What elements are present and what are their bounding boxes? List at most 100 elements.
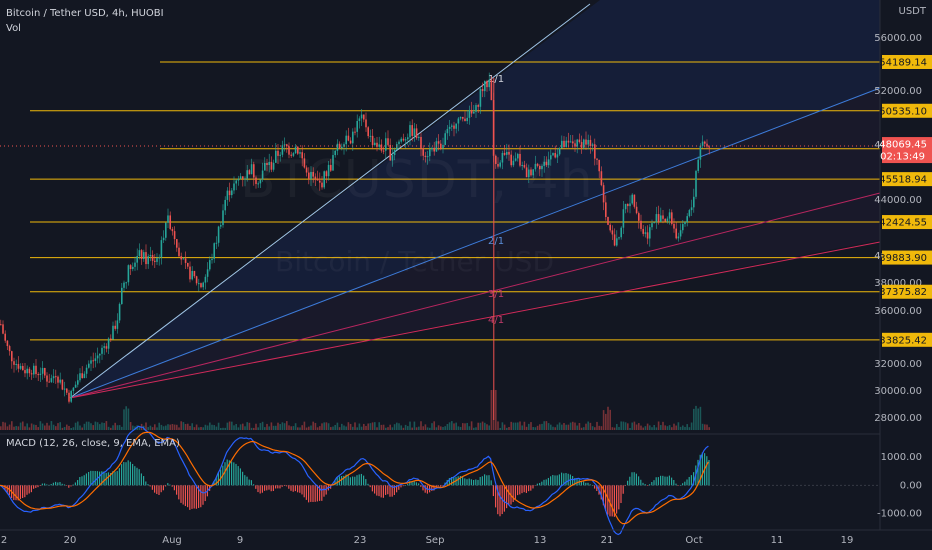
volume-bar bbox=[572, 421, 574, 430]
candle-body bbox=[147, 256, 149, 265]
macd-histogram-bar bbox=[358, 474, 360, 486]
volume-bar bbox=[422, 426, 424, 430]
candle-body bbox=[517, 153, 519, 159]
volume-bar bbox=[424, 424, 427, 430]
candle-body bbox=[407, 137, 409, 140]
level-tag-label: 33825.42 bbox=[879, 335, 927, 346]
candle-body bbox=[662, 215, 664, 219]
macd-histogram-bar bbox=[457, 476, 459, 486]
volume-bar bbox=[33, 424, 35, 430]
macd-histogram-bar bbox=[30, 485, 32, 493]
macd-histogram-bar bbox=[611, 485, 613, 517]
volume-bar bbox=[19, 422, 22, 430]
macd-histogram-bar bbox=[310, 485, 312, 502]
macd-histogram-bar bbox=[418, 483, 420, 486]
macd-histogram-bar bbox=[127, 460, 129, 486]
candle-body bbox=[668, 212, 671, 219]
candle-body bbox=[514, 158, 517, 161]
volume-bar bbox=[385, 427, 387, 430]
macd-histogram-bar bbox=[585, 482, 587, 486]
macd-histogram-bar bbox=[114, 471, 116, 486]
candle-body bbox=[547, 159, 550, 166]
candle-body bbox=[204, 276, 207, 283]
candle-body bbox=[506, 151, 508, 155]
price-axis[interactable]: 56000.0052000.0048000.0044000.0040000.00… bbox=[874, 0, 932, 424]
candle-body bbox=[633, 194, 636, 207]
candle-body bbox=[149, 254, 152, 257]
candle-body bbox=[255, 177, 257, 184]
macd-histogram-bar bbox=[169, 484, 171, 486]
macd-histogram-bar bbox=[22, 485, 24, 499]
candle-body bbox=[94, 358, 97, 361]
volume-label[interactable]: Vol bbox=[6, 23, 21, 34]
candle-body bbox=[17, 363, 20, 369]
candle-body bbox=[209, 260, 211, 270]
volume-bar bbox=[701, 423, 704, 430]
volume-bar bbox=[503, 424, 506, 430]
volume-bar bbox=[387, 427, 389, 430]
volume-bar bbox=[110, 427, 112, 430]
candle-body bbox=[136, 256, 138, 263]
candle-body bbox=[79, 373, 81, 381]
macd-histogram-bar bbox=[244, 475, 246, 486]
volume-bar bbox=[321, 423, 323, 430]
macd-histogram-bar bbox=[587, 482, 589, 486]
candle-body bbox=[420, 136, 422, 149]
time-axis[interactable]: 2 20 Aug 9 23 Sep 13 21 Oct 11 19 bbox=[1, 535, 854, 546]
candle-body bbox=[627, 203, 629, 207]
candle-body bbox=[55, 376, 57, 378]
volume-bar bbox=[682, 425, 684, 430]
macd-histogram-bar bbox=[528, 485, 530, 492]
candlesticks bbox=[0, 72, 710, 420]
candle-body bbox=[580, 142, 583, 148]
volume-bar bbox=[420, 421, 422, 430]
candle-body bbox=[521, 165, 523, 167]
volume-bar bbox=[6, 426, 9, 430]
candle-body bbox=[356, 121, 358, 132]
macd-histogram-bar bbox=[488, 475, 490, 486]
price-tick-label: 44000.00 bbox=[874, 195, 922, 206]
candle-body bbox=[114, 325, 116, 329]
candle-body bbox=[609, 224, 611, 231]
volume-bar bbox=[391, 427, 394, 430]
volume-bar bbox=[156, 427, 158, 430]
candle-body bbox=[2, 324, 4, 334]
currency-unit[interactable]: USDT bbox=[898, 6, 926, 17]
macd-histogram-bar bbox=[532, 485, 534, 489]
level-tag: 45518.94 bbox=[879, 172, 932, 187]
macd-histogram-bar bbox=[402, 485, 404, 487]
symbol-title[interactable]: Bitcoin / Tether USD, 4h, HUOBI bbox=[6, 8, 164, 19]
candle-body bbox=[193, 270, 196, 277]
volume-bar bbox=[662, 421, 664, 430]
macd-legend[interactable]: MACD (12, 26, close, 9, EMA, EMA) bbox=[6, 438, 180, 449]
volume-bar bbox=[644, 426, 647, 430]
volume-bar bbox=[50, 421, 53, 430]
level-tag-box bbox=[882, 103, 932, 118]
macd-histogram-bar bbox=[46, 484, 48, 486]
volume-bar bbox=[264, 427, 266, 430]
macd-histogram-bar bbox=[312, 485, 314, 502]
macd-histogram-bar bbox=[266, 485, 268, 491]
volume-bar bbox=[28, 427, 31, 430]
macd-histogram-bar bbox=[204, 485, 206, 502]
volume-bar bbox=[488, 425, 490, 430]
volume-bar bbox=[481, 421, 484, 430]
macd-pane bbox=[0, 425, 880, 536]
volume-bar bbox=[191, 423, 193, 430]
candle-body bbox=[631, 194, 633, 204]
macd-histogram-bar bbox=[88, 471, 90, 486]
candle-body bbox=[695, 170, 697, 197]
candle-body bbox=[253, 164, 255, 178]
candle-body bbox=[503, 152, 506, 155]
candle-body bbox=[426, 156, 429, 158]
candle-body bbox=[512, 160, 515, 166]
candle-body bbox=[44, 367, 46, 376]
macd-histogram-bar bbox=[48, 484, 50, 486]
fan-line-1x1 bbox=[69, 3, 591, 399]
candle-body bbox=[576, 139, 578, 147]
candle-body bbox=[589, 139, 592, 147]
volume-bar bbox=[631, 422, 633, 430]
volume-bar bbox=[563, 423, 565, 430]
candle-body bbox=[198, 283, 200, 285]
